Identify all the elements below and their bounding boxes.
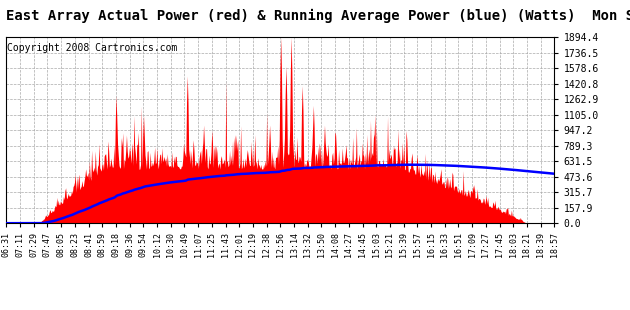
Text: Copyright 2008 Cartronics.com: Copyright 2008 Cartronics.com	[8, 43, 178, 53]
Text: East Array Actual Power (red) & Running Average Power (blue) (Watts)  Mon Sep 15: East Array Actual Power (red) & Running …	[6, 9, 630, 24]
